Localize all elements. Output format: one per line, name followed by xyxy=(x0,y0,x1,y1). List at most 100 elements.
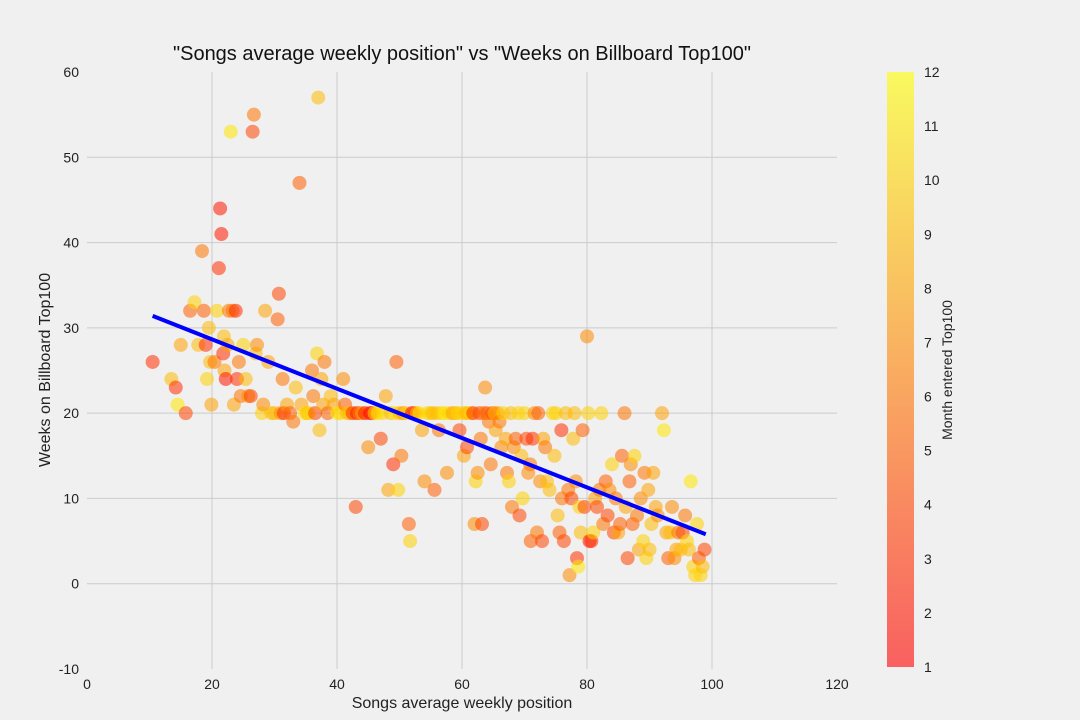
y-tick-label: 60 xyxy=(63,64,79,80)
y-tick-labels: -10 0 10 20 30 40 50 60 xyxy=(59,64,79,677)
data-point xyxy=(288,380,303,395)
colorbar-tick-label: 9 xyxy=(924,226,932,242)
data-point xyxy=(590,499,604,514)
data-point xyxy=(483,457,498,472)
data-point xyxy=(427,482,442,497)
data-point xyxy=(577,499,592,514)
data-point xyxy=(567,406,582,421)
data-point xyxy=(361,440,376,455)
x-tick-label: 120 xyxy=(825,676,849,692)
data-point xyxy=(401,517,416,532)
colorbar-tick-label: 1 xyxy=(924,659,932,675)
data-point xyxy=(178,406,193,421)
data-point xyxy=(214,227,229,242)
data-point xyxy=(270,312,285,327)
data-point xyxy=(311,90,326,105)
colorbar-tick-label: 10 xyxy=(924,172,940,188)
colorbar-tick-label: 8 xyxy=(924,280,932,296)
data-point xyxy=(542,482,557,497)
data-point xyxy=(566,431,581,446)
data-point xyxy=(195,244,209,259)
data-point xyxy=(213,201,228,216)
data-point xyxy=(622,474,637,489)
data-point xyxy=(238,372,253,387)
y-tick-label: 50 xyxy=(63,149,79,165)
x-tick-label: 40 xyxy=(329,676,345,692)
data-point xyxy=(550,508,565,523)
y-tick-label: 30 xyxy=(63,320,79,336)
x-tick-labels: 0 20 40 60 80 100 120 xyxy=(83,676,849,692)
x-tick-label: 80 xyxy=(579,676,595,692)
data-point xyxy=(218,372,233,387)
data-point xyxy=(317,354,332,369)
data-point xyxy=(517,406,532,421)
data-point xyxy=(683,474,698,489)
data-point xyxy=(678,508,693,523)
data-point xyxy=(391,482,406,497)
data-point xyxy=(655,406,669,421)
data-point xyxy=(243,389,258,404)
y-tick-label: 40 xyxy=(63,235,79,251)
data-point xyxy=(630,508,644,523)
data-point xyxy=(373,431,388,446)
data-point xyxy=(306,389,321,404)
data-point xyxy=(697,542,712,557)
data-point xyxy=(275,372,290,387)
data-point xyxy=(145,354,160,369)
data-point xyxy=(512,508,527,523)
data-point xyxy=(198,337,213,352)
chart-title: "Songs average weekly position" vs "Week… xyxy=(173,43,751,65)
data-point xyxy=(581,406,596,421)
data-point xyxy=(168,380,183,395)
data-point xyxy=(554,423,569,438)
colorbar xyxy=(887,72,914,667)
data-point xyxy=(627,448,642,463)
data-point xyxy=(201,320,216,335)
x-tick-label: 0 xyxy=(83,676,91,692)
data-point xyxy=(642,542,657,557)
colorbar-label: Month entered Top100 xyxy=(939,300,955,440)
data-point xyxy=(501,474,516,489)
colorbar-tick-label: 12 xyxy=(924,64,940,80)
data-point xyxy=(556,534,571,549)
trend-line xyxy=(151,314,707,537)
data-point xyxy=(223,124,238,139)
data-point xyxy=(475,517,489,532)
scatter-points xyxy=(145,90,712,583)
data-point xyxy=(562,568,577,583)
data-point xyxy=(211,261,226,276)
data-point xyxy=(336,372,351,387)
colorbar-tick-label: 3 xyxy=(924,551,932,567)
data-point xyxy=(381,482,396,497)
data-point xyxy=(258,303,273,318)
colorbar-tick-label: 2 xyxy=(924,605,932,621)
data-point xyxy=(378,389,393,404)
data-point xyxy=(695,559,710,574)
data-point xyxy=(200,372,214,387)
data-point xyxy=(538,440,553,455)
data-point xyxy=(573,525,588,540)
data-point xyxy=(210,303,224,318)
data-point xyxy=(681,542,696,557)
y-tick-label: -10 xyxy=(59,661,79,677)
data-point xyxy=(173,337,188,352)
data-point xyxy=(665,499,679,514)
colorbar-tick-label: 6 xyxy=(924,389,932,405)
data-point xyxy=(228,303,243,318)
data-point xyxy=(417,474,432,489)
grid-lines xyxy=(87,72,837,669)
y-tick-label: 0 xyxy=(71,576,79,592)
data-point xyxy=(204,397,219,412)
data-point xyxy=(646,465,661,480)
data-point xyxy=(641,482,656,497)
data-point xyxy=(615,448,629,463)
y-axis-label: Weeks on Billboard Top100 xyxy=(37,273,54,467)
data-point xyxy=(575,423,590,438)
data-point xyxy=(525,431,540,446)
x-tick-label: 20 xyxy=(204,676,220,692)
data-point xyxy=(305,363,319,378)
x-axis-label: Songs average weekly position xyxy=(352,695,573,712)
